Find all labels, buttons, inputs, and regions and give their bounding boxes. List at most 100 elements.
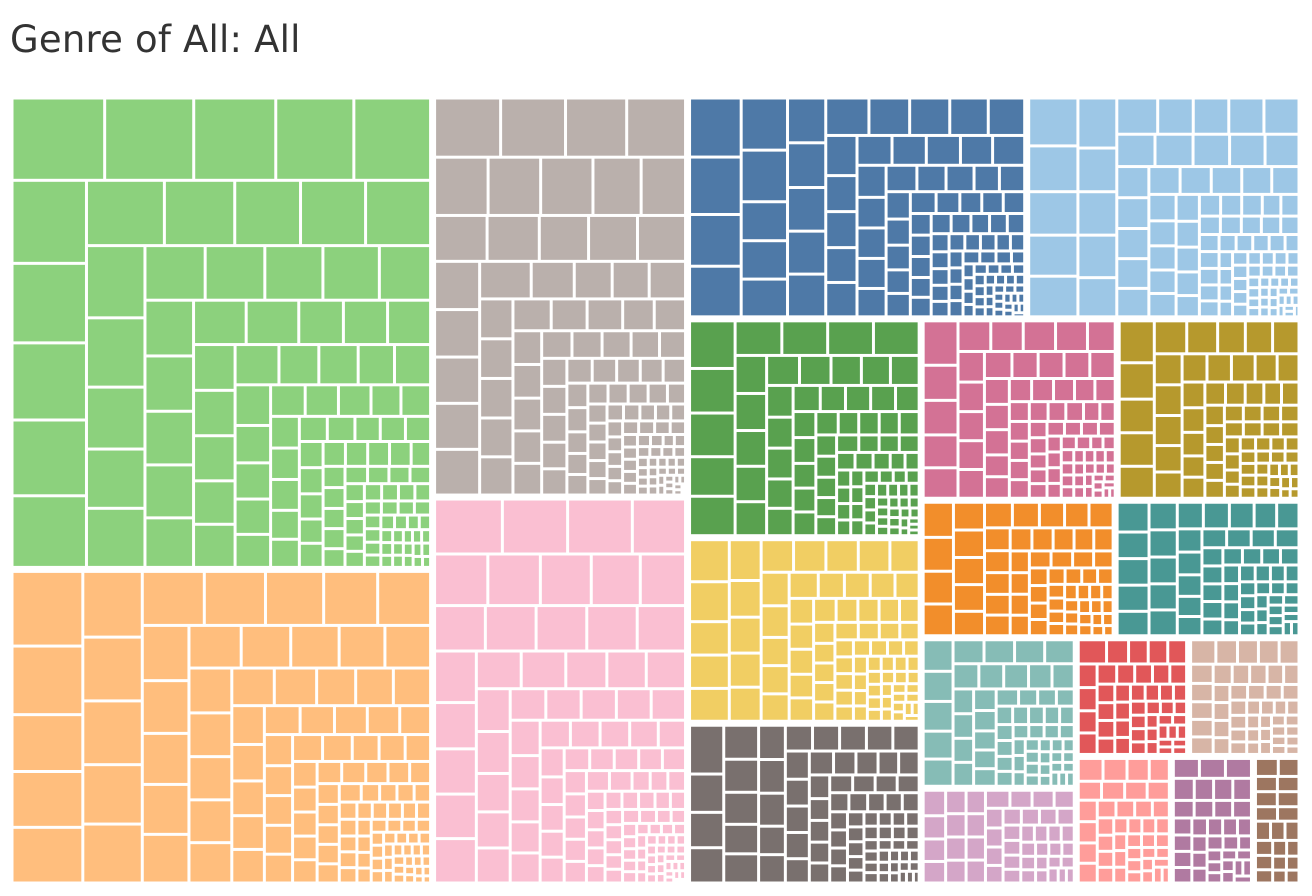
treemap-cell[interactable] bbox=[989, 99, 1024, 134]
treemap-cell[interactable] bbox=[827, 177, 856, 211]
treemap-cell[interactable] bbox=[691, 623, 728, 654]
treemap-cell[interactable] bbox=[1075, 451, 1083, 462]
treemap-cell[interactable] bbox=[1220, 286, 1232, 300]
treemap-cell[interactable] bbox=[397, 833, 407, 843]
treemap-cell[interactable] bbox=[648, 846, 655, 854]
treemap-cell[interactable] bbox=[1150, 503, 1176, 529]
treemap-cell[interactable] bbox=[1057, 690, 1073, 705]
treemap-cell[interactable] bbox=[1262, 217, 1280, 234]
treemap-cell[interactable] bbox=[415, 502, 430, 514]
treemap-cell[interactable] bbox=[1030, 620, 1047, 635]
treemap-cell[interactable] bbox=[1118, 586, 1148, 610]
treemap-cell[interactable] bbox=[790, 675, 813, 697]
treemap-cell[interactable] bbox=[1183, 355, 1206, 381]
treemap-cell[interactable] bbox=[1203, 549, 1222, 565]
treemap-cell[interactable] bbox=[436, 750, 475, 793]
treemap-cell[interactable] bbox=[1257, 488, 1268, 497]
treemap-cell[interactable] bbox=[997, 235, 1009, 250]
treemap-cell[interactable] bbox=[1163, 868, 1168, 882]
treemap-cell[interactable] bbox=[882, 657, 893, 670]
treemap-cell[interactable] bbox=[918, 166, 945, 191]
treemap-cell[interactable] bbox=[1062, 857, 1073, 867]
treemap-cell[interactable] bbox=[1057, 322, 1086, 350]
treemap-cell[interactable] bbox=[1231, 716, 1246, 728]
treemap-cell[interactable] bbox=[1146, 685, 1159, 700]
treemap-cell[interactable] bbox=[436, 795, 475, 838]
treemap-cell[interactable] bbox=[514, 300, 550, 330]
treemap-cell[interactable] bbox=[691, 849, 723, 882]
treemap-cell[interactable] bbox=[300, 544, 322, 566]
treemap-cell[interactable] bbox=[865, 827, 877, 839]
treemap-cell[interactable] bbox=[1059, 869, 1065, 882]
treemap-cell[interactable] bbox=[954, 665, 978, 688]
treemap-cell[interactable] bbox=[985, 352, 1011, 377]
treemap-cell[interactable] bbox=[994, 136, 1024, 164]
treemap-cell[interactable] bbox=[1178, 576, 1201, 595]
treemap-cell[interactable] bbox=[1033, 380, 1053, 401]
treemap-cell[interactable] bbox=[1040, 765, 1050, 774]
treemap-cell[interactable] bbox=[995, 286, 1004, 292]
treemap-cell[interactable] bbox=[1279, 759, 1298, 775]
treemap-cell[interactable] bbox=[1050, 843, 1061, 855]
treemap-cell[interactable] bbox=[691, 497, 734, 535]
treemap-cell[interactable] bbox=[671, 792, 685, 808]
treemap-cell[interactable] bbox=[649, 468, 657, 476]
treemap-cell[interactable] bbox=[985, 641, 1014, 663]
treemap-cell[interactable] bbox=[677, 846, 685, 853]
treemap-cell[interactable] bbox=[1223, 851, 1236, 859]
treemap-cell[interactable] bbox=[1128, 848, 1141, 859]
treemap-cell[interactable] bbox=[1030, 147, 1077, 191]
treemap-cell[interactable] bbox=[1062, 826, 1073, 841]
treemap-cell[interactable] bbox=[659, 468, 666, 474]
treemap-cell[interactable] bbox=[988, 265, 999, 273]
treemap-cell[interactable] bbox=[924, 672, 952, 700]
treemap-cell[interactable] bbox=[889, 484, 898, 496]
treemap-cell[interactable] bbox=[691, 458, 734, 495]
treemap-cell[interactable] bbox=[1080, 615, 1091, 624]
treemap-cell[interactable] bbox=[1012, 252, 1024, 263]
treemap-cell[interactable] bbox=[272, 540, 298, 566]
treemap-cell[interactable] bbox=[1030, 99, 1077, 145]
treemap-cell[interactable] bbox=[1118, 230, 1148, 258]
treemap-cell[interactable] bbox=[876, 776, 896, 792]
treemap-cell[interactable] bbox=[981, 235, 995, 250]
treemap-cell[interactable] bbox=[367, 181, 430, 245]
treemap-cell[interactable] bbox=[1094, 475, 1103, 481]
treemap-cell[interactable] bbox=[831, 813, 846, 829]
treemap-cell[interactable] bbox=[1221, 217, 1240, 234]
treemap-cell[interactable] bbox=[573, 332, 601, 357]
treemap-cell[interactable] bbox=[1010, 481, 1028, 497]
treemap-cell[interactable] bbox=[980, 665, 1003, 688]
treemap-cell[interactable] bbox=[608, 453, 622, 465]
treemap-cell[interactable] bbox=[1118, 99, 1157, 133]
treemap-cell[interactable] bbox=[1178, 553, 1201, 574]
treemap-cell[interactable] bbox=[373, 803, 387, 818]
treemap-cell[interactable] bbox=[829, 322, 872, 354]
treemap-cell[interactable] bbox=[568, 454, 587, 473]
treemap-cell[interactable] bbox=[543, 415, 566, 441]
treemap-cell[interactable] bbox=[340, 803, 356, 818]
treemap-cell[interactable] bbox=[591, 749, 613, 770]
treemap-cell[interactable] bbox=[247, 301, 298, 344]
treemap-cell[interactable] bbox=[911, 236, 930, 255]
treemap-cell[interactable] bbox=[924, 538, 952, 570]
treemap-cell[interactable] bbox=[1200, 759, 1224, 777]
treemap-cell[interactable] bbox=[1014, 756, 1024, 771]
treemap-cell[interactable] bbox=[1118, 289, 1148, 316]
treemap-cell[interactable] bbox=[1249, 289, 1259, 297]
treemap-cell[interactable] bbox=[618, 359, 639, 382]
treemap-cell[interactable] bbox=[1285, 596, 1298, 604]
treemap-cell[interactable] bbox=[1079, 641, 1106, 663]
treemap-cell[interactable] bbox=[1159, 748, 1172, 753]
treemap-cell[interactable] bbox=[624, 460, 636, 470]
treemap-cell[interactable] bbox=[975, 265, 986, 273]
treemap-cell[interactable] bbox=[1030, 587, 1047, 602]
treemap-cell[interactable] bbox=[436, 262, 479, 309]
treemap-cell[interactable] bbox=[1013, 352, 1037, 377]
treemap-cell[interactable] bbox=[1281, 549, 1298, 564]
treemap-cell[interactable] bbox=[589, 480, 606, 494]
treemap-cell[interactable] bbox=[790, 650, 813, 673]
treemap-cell[interactable] bbox=[1014, 314, 1024, 316]
treemap-cell[interactable] bbox=[1234, 253, 1247, 264]
treemap-cell[interactable] bbox=[1178, 597, 1201, 615]
